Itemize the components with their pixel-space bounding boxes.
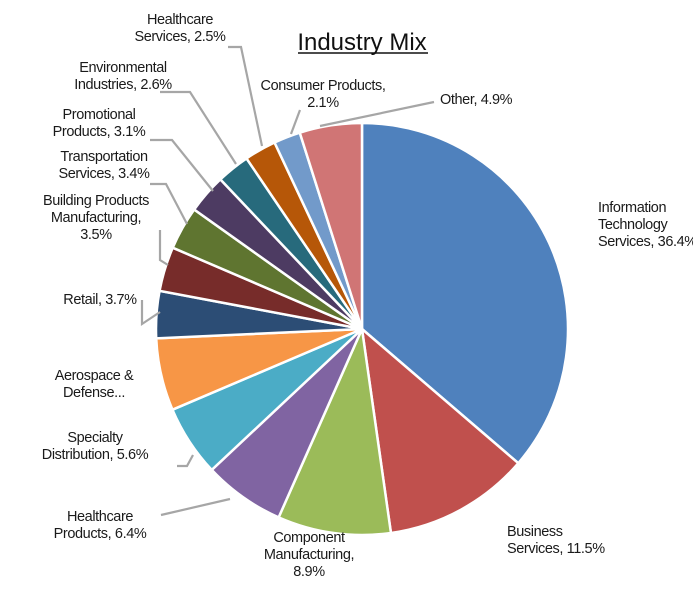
data-label-line: Services, 3.4% [58,166,150,182]
data-label-building-products-manufacturing: Building Products Manufacturing, 3.5% [43,193,149,243]
data-label-line: Business [507,524,563,540]
leader-line-healthcare-products [160,497,231,517]
data-label-promotional-products: Promotional Products, 3.1% [53,107,146,140]
data-label-other: Other, 4.9% [440,92,513,108]
data-label-line: 2.1% [307,95,339,111]
data-label-line: Other, 4.9% [440,92,513,108]
data-label-environmental-industries: Environmental Industries, 2.6% [74,60,172,93]
data-label-line: Specialty [67,430,123,446]
leader-line-specialty-distribution [177,454,194,468]
data-label-aerospace-defense: Aerospace & Defense... [55,368,134,401]
data-label-transportation-services: Transportation Services, 3.4% [58,149,150,182]
data-label-line: Distribution, 5.6% [42,447,149,463]
data-label-information-technology-services: Information Technology Services, 36.4% [598,200,693,250]
data-label-line: Healthcare [147,12,213,28]
data-label-line: Products, 6.4% [54,526,147,542]
data-label-line: Technology [598,217,669,233]
data-label-line: Transportation [60,149,148,165]
data-label-line: Healthcare [67,509,133,525]
data-label-consumer-products: Consumer Products, 2.1% [261,78,386,111]
data-label-line: 8.9% [293,564,325,580]
pie-slice-information-technology-services [360,121,570,465]
leader-line-other [319,100,435,128]
data-label-line: Services, 11.5% [507,541,605,557]
data-label-line: Environmental [79,60,167,76]
data-label-line: Information [598,200,666,216]
data-label-business-services: Business Services, 11.5% [507,524,605,557]
data-label-specialty-distribution: Specialty Distribution, 5.6% [42,430,149,463]
leader-line-transportation-services [150,182,188,225]
data-label-line: Manufacturing, [51,210,141,226]
leader-line-healthcare-services [228,45,264,147]
data-label-line: Aerospace & [55,368,134,384]
data-label-line: Services, 2.5% [134,29,226,45]
leader-line-promotional-products [150,138,214,192]
pie-slice-business-services [360,325,521,535]
pie-slice-component-manufacturing [276,324,393,537]
leader-line-retail [140,300,161,327]
data-label-healthcare-services: Healthcare Services, 2.5% [134,12,226,45]
data-label-line: Manufacturing, [264,547,354,563]
data-label-line: 3.5% [80,227,112,243]
data-label-component-manufacturing: Component Manufacturing, 8.9% [264,530,354,580]
data-label-healthcare-products: Healthcare Products, 6.4% [54,509,147,542]
pie-slice-other [298,121,364,330]
data-label-line: Retail, 3.7% [63,292,137,308]
data-label-line: Products, 3.1% [53,124,146,140]
data-label-line: Defense... [63,385,125,401]
data-label-line: Building Products [43,193,149,209]
chart-title: Industry Mix [297,29,426,56]
data-label-line: Services, 36.4% [598,234,693,250]
data-label-line: Component [273,530,345,546]
data-label-line: Consumer Products, [261,78,386,94]
leader-line-environmental-industries [160,90,237,165]
data-label-line: Industries, 2.6% [74,77,172,93]
leader-line-building-products-manufacturing [158,230,169,266]
leader-line-consumer-products [289,109,302,135]
data-label-retail: Retail, 3.7% [63,292,137,308]
data-label-line: Promotional [63,107,136,123]
